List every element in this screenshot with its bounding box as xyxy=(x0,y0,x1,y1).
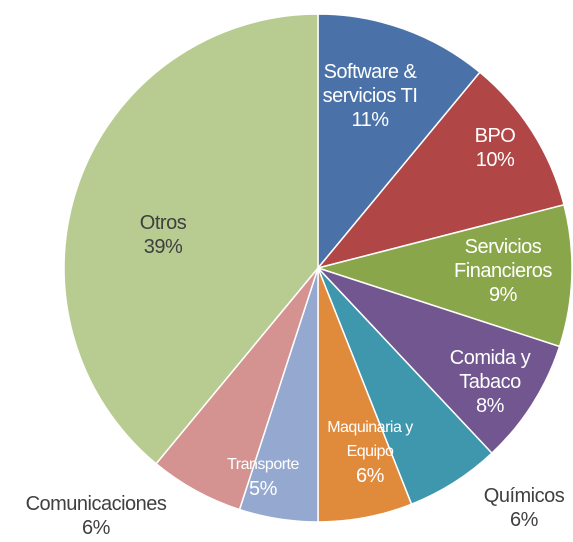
slice-label: Químicos 6% xyxy=(474,484,573,532)
slice-label: BPO 10% xyxy=(455,124,535,172)
value-label: 10% xyxy=(475,149,515,171)
slice-label: Transporte 5% xyxy=(208,453,318,501)
slice-label: Maquinaria y Equipo 6% xyxy=(305,416,435,488)
slice-label: Otros 39% xyxy=(113,211,213,259)
value-label: 9% xyxy=(489,284,517,306)
slice-label: Comida y Tabaco 8% xyxy=(440,346,540,418)
pie-slice xyxy=(315,203,573,348)
pie-slice xyxy=(317,267,561,455)
pie-slice xyxy=(315,71,565,270)
category-label: Otros xyxy=(139,212,187,234)
value-label: 6% xyxy=(510,509,538,531)
value-label: 8% xyxy=(476,395,504,417)
category-label: Comida y Tabaco xyxy=(449,347,531,393)
value-label: 5% xyxy=(249,478,277,500)
pie-slice xyxy=(317,13,481,271)
category-label: Servicios Financieros xyxy=(454,236,552,282)
category-label: Químicos xyxy=(483,485,565,507)
slice-label: Comunicaciones 6% xyxy=(6,492,186,540)
slice-label: Software & servicios TI 11% xyxy=(308,60,433,132)
pie-slice xyxy=(63,13,319,465)
category-label: Maquinaria y Equipo xyxy=(327,419,413,460)
slice-label: Servicios Financieros 9% xyxy=(448,235,558,307)
category-label: Transporte xyxy=(227,456,299,473)
category-label: Software & servicios TI xyxy=(322,61,418,107)
value-label: 39% xyxy=(143,236,183,258)
category-label: Comunicaciones xyxy=(25,493,167,515)
value-label: 6% xyxy=(356,465,384,487)
value-label: 6% xyxy=(82,517,110,539)
category-label: BPO xyxy=(474,125,516,147)
value-label: 11% xyxy=(351,109,389,131)
